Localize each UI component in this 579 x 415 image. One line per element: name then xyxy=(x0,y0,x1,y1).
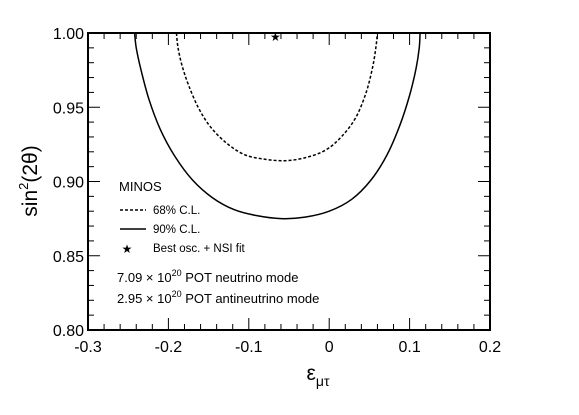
x-tick-label: 0.2 xyxy=(479,339,501,356)
legend-label-68: 68% C.L. xyxy=(153,205,200,217)
legend-title: MINOS xyxy=(119,179,162,194)
legend-label-90: 90% C.L. xyxy=(153,224,200,236)
x-tick-label: -0.3 xyxy=(74,339,102,356)
tick-labels-group: -0.3 -0.2 -0.1 0 0.1 0.2 0.80 0.85 0.90 0.95 1.00 xyxy=(53,26,501,356)
x-tick-label: 0 xyxy=(325,339,334,356)
x-axis-title: εμτ xyxy=(307,362,330,389)
x-tick-label: -0.2 xyxy=(155,339,183,356)
annotation-antineutrino-mode: 2.95 × 1020 POT antineutrino mode xyxy=(117,289,319,306)
annotation-neutrino-mode: 7.09 × 1020 POT neutrino mode xyxy=(117,268,298,285)
y-tick-label: 0.90 xyxy=(53,175,84,192)
y-tick-label: 0.95 xyxy=(53,100,84,117)
y-axis-title: sin2(2θ) xyxy=(16,145,42,216)
x-axis-title-subscript: μτ xyxy=(316,373,330,389)
x-tick-label: -0.1 xyxy=(235,339,263,356)
y-tick-label: 0.80 xyxy=(53,323,84,340)
x-tick-label: 0.1 xyxy=(398,339,420,356)
legend-star-icon: ★ xyxy=(122,242,133,256)
legend: MINOS 68% C.L. 90% C.L. ★ Best osc. + NS… xyxy=(119,179,246,256)
contour-90-cl xyxy=(133,32,421,220)
legend-label-best-fit: Best osc. + NSI fit xyxy=(153,243,246,255)
plot-frame xyxy=(87,32,491,331)
y-tick-label: 1.00 xyxy=(53,26,84,43)
curves-group: ★ xyxy=(133,30,421,220)
y-axis-title-superscript: 2 xyxy=(16,183,31,190)
best-fit-star-icon: ★ xyxy=(270,30,281,44)
contour-68-cl xyxy=(175,32,379,162)
y-tick-label: 0.85 xyxy=(53,249,84,266)
